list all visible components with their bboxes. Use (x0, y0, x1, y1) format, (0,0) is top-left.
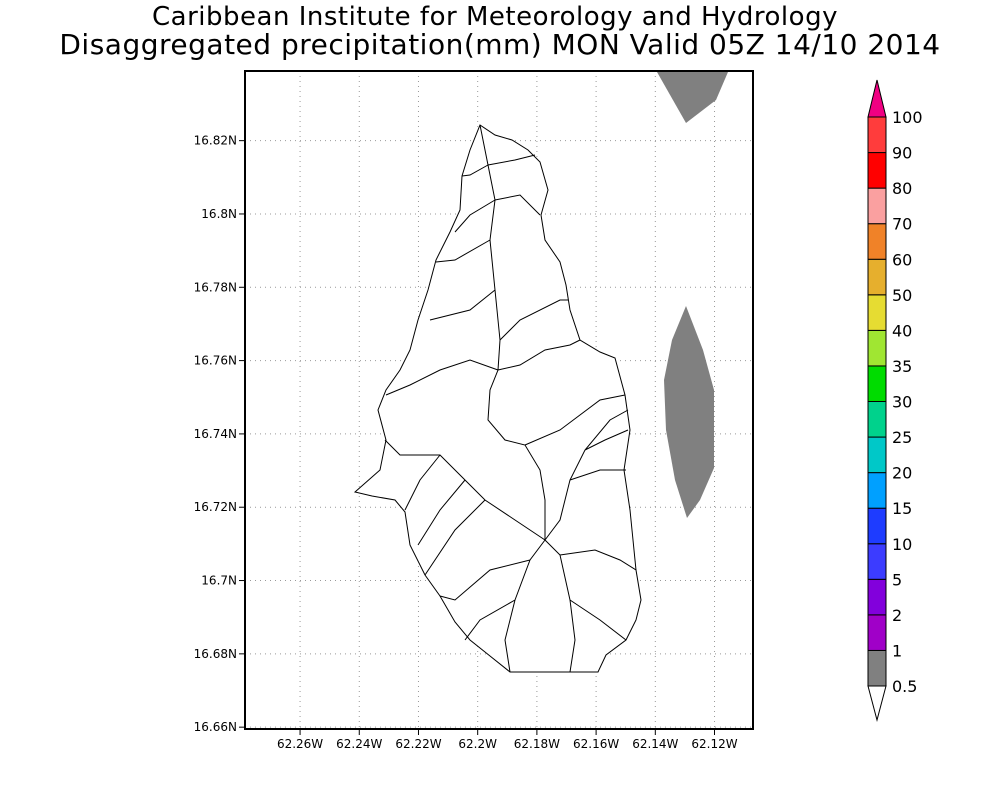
lat-tick-label: 16.7N (201, 574, 237, 588)
colorbar-label: 15 (892, 499, 912, 518)
lon-tick-label: 62.2W (458, 737, 497, 751)
colorbar-label: 60 (892, 250, 912, 269)
lat-tick-label: 16.78N (194, 280, 237, 294)
colorbar-segment (867, 365, 887, 402)
colorbar-segment (867, 258, 887, 296)
colorbar-label: 0.5 (892, 677, 917, 696)
colorbar-label: 20 (892, 464, 912, 483)
colorbar-label: 25 (892, 428, 912, 447)
colorbar-label: 80 (892, 179, 912, 198)
colorbar-segment (867, 578, 887, 616)
lat-tick-label: 16.76N (194, 354, 237, 368)
title-product: Disaggregated precipitation(mm) MON Vali… (59, 28, 941, 61)
colorbar-segment (867, 543, 887, 580)
colorbar-label: 30 (892, 393, 912, 412)
colorbar-label: 50 (892, 286, 912, 305)
colorbar-segment (867, 472, 887, 509)
colorbar-segment (867, 116, 887, 154)
lon-tick-label: 62.16W (573, 737, 619, 751)
lat-tick-label: 16.74N (194, 427, 237, 441)
colorbar-segment (867, 187, 887, 225)
colorbar-segment (867, 507, 887, 545)
colorbar-label: 2 (892, 606, 902, 625)
colorbar-under-triangle (867, 685, 887, 722)
colorbar-segment (867, 649, 887, 687)
colorbar-label: 100 (892, 108, 923, 127)
axis-ticks: 62.26W 62.24W 62.22W 62.2W 62.18W 62.16W 62.14… (194, 134, 738, 751)
colorbar-over-triangle (867, 79, 887, 118)
colorbar-segment (867, 329, 887, 367)
colorbar-segment (867, 294, 887, 331)
colorbar-segment (867, 223, 887, 260)
lat-tick-label: 16.72N (194, 500, 237, 514)
colorbar-label: 90 (892, 144, 912, 163)
lon-tick-label: 62.26W (277, 737, 323, 751)
title-institute: Caribbean Institute for Meteorology and … (152, 2, 838, 32)
precip-area-northeast (657, 72, 728, 123)
island-montserrat (353, 124, 642, 673)
lon-tick-label: 62.14W (632, 737, 678, 751)
colorbar-label: 35 (892, 357, 912, 376)
island-outline (353, 124, 642, 673)
colorbar-label: 5 (892, 570, 902, 589)
lon-tick-label: 62.18W (514, 737, 560, 751)
lon-tick-label: 62.24W (336, 737, 382, 751)
colorbar-segment (867, 401, 887, 438)
lat-tick-label: 16.82N (194, 134, 237, 148)
colorbar-label: 70 (892, 215, 912, 234)
colorbar-label: 40 (892, 321, 912, 340)
catchment-boundaries (384, 124, 637, 673)
colorbar-segment (867, 152, 887, 189)
colorbar-label: 10 (892, 535, 912, 554)
lat-tick-label: 16.8N (201, 207, 237, 221)
colorbar-segment (867, 436, 887, 474)
lon-tick-label: 62.22W (395, 737, 441, 751)
colorbar-label: 1 (892, 641, 902, 660)
lon-tick-label: 62.12W (691, 737, 737, 751)
map-frame (244, 70, 754, 730)
colorbar-segment (867, 614, 887, 651)
precip-areas (657, 72, 728, 518)
precip-area-east (664, 306, 714, 518)
lat-tick-label: 16.66N (194, 720, 237, 734)
lat-tick-label: 16.68N (194, 647, 237, 661)
